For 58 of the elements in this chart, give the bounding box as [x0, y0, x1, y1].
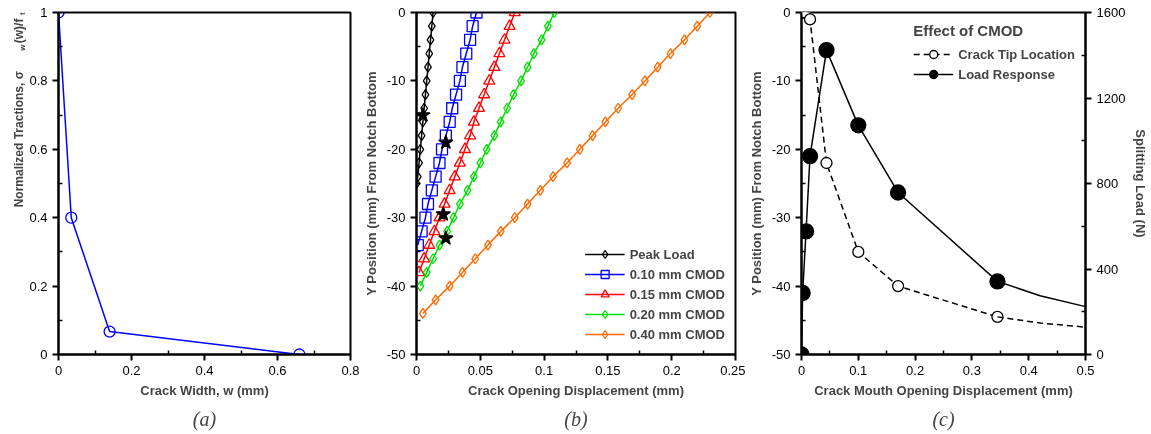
y-tick-label: 0.2 — [29, 278, 48, 294]
y-tick-label: 0.6 — [29, 141, 48, 157]
x-tick-label: 0.05 — [467, 362, 493, 378]
x-tick-label: 0.25 — [720, 362, 746, 378]
x-tick-label: 0.4 — [1019, 362, 1038, 378]
y-tick-label: -40 — [386, 278, 406, 294]
x-tick-label: 0.8 — [341, 362, 360, 378]
x-tick-label: 0.1 — [849, 362, 868, 378]
text: (a) — [192, 407, 217, 431]
y-tick-label: -50 — [386, 347, 406, 362]
x-tick-label: 0.2 — [662, 362, 681, 378]
x-tick-label: 0.5 — [1076, 362, 1095, 378]
x-axis-title: Crack Opening Displacement (mm) — [468, 382, 684, 398]
y-axis-title: Y Position (mm) From Notch Bottom — [363, 71, 379, 296]
x-tick-label: 0.15 — [595, 362, 621, 378]
y-tick-label: -50 — [771, 347, 791, 362]
y-tick-label: 0 — [40, 347, 48, 362]
y-tick-label: 0.8 — [29, 73, 48, 89]
legend-label: Peak Load — [629, 246, 695, 262]
text: (c) — [932, 407, 955, 431]
x-tick-label: 0 — [797, 362, 806, 378]
y-tick-label: 1 — [40, 5, 48, 20]
x-tick-label: 0.3 — [962, 362, 981, 378]
y-tick-label: -40 — [771, 278, 791, 294]
y2-axis-title: Splitting Load (N) — [1133, 129, 1149, 238]
y-tick-label: -20 — [386, 141, 406, 157]
y-axis-title: Y Position (mm) From Notch Bottom — [748, 71, 764, 296]
y-tick-label: 0.4 — [29, 210, 48, 226]
x-axis-title: Crack Mouth Opening Displacement (mm) — [814, 382, 1073, 398]
y2-tick-label: 1200 — [1096, 90, 1126, 106]
legend-label: 0.15 mm CMOD — [629, 286, 725, 302]
y-tick-label: -10 — [386, 73, 406, 89]
text: (b) — [564, 407, 588, 431]
y2-tick-label: 400 — [1096, 261, 1119, 277]
x-tick-label: 0.1 — [535, 362, 554, 378]
legend-label: 0.10 mm CMOD — [629, 266, 725, 282]
x-tick-label: 0 — [54, 362, 63, 378]
y-tick-label: -10 — [771, 73, 791, 89]
x-tick-label: 0.6 — [268, 362, 287, 378]
y2-tick-label: 1600 — [1096, 5, 1126, 20]
legend-label: Load Response — [958, 66, 1055, 82]
y-tick-label: 0 — [398, 5, 406, 20]
x-tick-label: 0.4 — [195, 362, 214, 378]
x-tick-label: 0 — [412, 362, 421, 378]
y2-tick-label: 0 — [1096, 347, 1104, 362]
x-axis-title: Crack Width, w (mm) — [140, 382, 269, 398]
legend-label: Crack Tip Location — [958, 46, 1075, 62]
y-tick-label: 0 — [783, 5, 791, 20]
y-tick-label: -20 — [771, 141, 791, 157]
x-tick-label: 0.2 — [906, 362, 925, 378]
legend-label: 0.40 mm CMOD — [629, 326, 725, 342]
y-tick-label: -30 — [771, 210, 791, 226]
y2-tick-label: 800 — [1096, 176, 1119, 191]
y-tick-label: -30 — [386, 210, 406, 226]
x-tick-label: 0.2 — [122, 362, 141, 378]
text: Normalized Tractions, σw(w)/ft — [11, 12, 27, 208]
legend-title: Effect of CMOD — [913, 22, 1025, 39]
legend-label: 0.20 mm CMOD — [629, 306, 725, 322]
